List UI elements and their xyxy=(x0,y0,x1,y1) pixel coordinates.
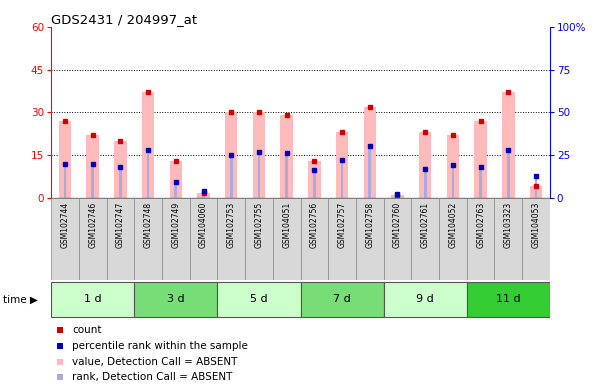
Bar xyxy=(383,282,467,317)
Text: GSM102763: GSM102763 xyxy=(476,202,485,248)
Bar xyxy=(535,175,537,198)
Text: 5 d: 5 d xyxy=(250,294,267,304)
Text: GSM102756: GSM102756 xyxy=(310,202,319,248)
Text: GSM104052: GSM104052 xyxy=(448,202,457,248)
Text: 9 d: 9 d xyxy=(416,294,434,304)
Bar xyxy=(218,282,300,317)
Text: GSM104060: GSM104060 xyxy=(199,202,208,248)
Bar xyxy=(258,152,260,198)
Bar xyxy=(218,198,245,280)
Text: GSM102760: GSM102760 xyxy=(393,202,402,248)
Bar xyxy=(368,146,371,198)
Bar xyxy=(300,282,383,317)
Bar xyxy=(142,93,154,198)
Bar xyxy=(396,194,399,198)
Bar xyxy=(383,198,411,280)
Bar xyxy=(174,182,177,198)
Text: GSM102747: GSM102747 xyxy=(116,202,125,248)
Text: 11 d: 11 d xyxy=(496,294,520,304)
Bar xyxy=(507,150,510,198)
Bar xyxy=(134,282,218,317)
Text: GSM102758: GSM102758 xyxy=(365,202,374,248)
Bar xyxy=(79,198,106,280)
Bar xyxy=(479,167,482,198)
Bar xyxy=(245,198,273,280)
Bar xyxy=(530,186,542,198)
Bar xyxy=(328,198,356,280)
Text: GSM102749: GSM102749 xyxy=(171,202,180,248)
Bar xyxy=(147,150,150,198)
Text: GSM102746: GSM102746 xyxy=(88,202,97,248)
Text: GSM103323: GSM103323 xyxy=(504,202,513,248)
Bar xyxy=(424,169,427,198)
Text: GSM102753: GSM102753 xyxy=(227,202,236,248)
Bar xyxy=(114,141,127,198)
Bar xyxy=(502,93,514,198)
Bar xyxy=(162,198,190,280)
Bar xyxy=(59,121,71,198)
Text: 7 d: 7 d xyxy=(333,294,351,304)
Bar xyxy=(230,155,233,198)
Text: GSM104051: GSM104051 xyxy=(282,202,291,248)
Text: GSM102761: GSM102761 xyxy=(421,202,430,248)
Bar xyxy=(252,112,265,198)
Bar xyxy=(495,198,522,280)
Text: count: count xyxy=(72,326,102,336)
Bar xyxy=(467,198,495,280)
Bar xyxy=(300,198,328,280)
Text: rank, Detection Call = ABSENT: rank, Detection Call = ABSENT xyxy=(72,372,233,382)
Bar xyxy=(91,164,94,198)
Text: percentile rank within the sample: percentile rank within the sample xyxy=(72,341,248,351)
Text: time ▶: time ▶ xyxy=(3,295,38,305)
Text: GSM102757: GSM102757 xyxy=(338,202,347,248)
Bar xyxy=(273,198,300,280)
Bar xyxy=(419,132,432,198)
Bar xyxy=(51,198,79,280)
Bar xyxy=(467,282,550,317)
Bar xyxy=(308,161,320,198)
Bar xyxy=(451,165,454,198)
Bar xyxy=(87,135,99,198)
Bar xyxy=(134,198,162,280)
Text: GSM102755: GSM102755 xyxy=(254,202,263,248)
Bar xyxy=(336,132,349,198)
Bar xyxy=(197,194,210,198)
Bar xyxy=(313,170,316,198)
Text: GSM104053: GSM104053 xyxy=(531,202,540,248)
Bar xyxy=(364,107,376,198)
Bar xyxy=(447,135,459,198)
Bar xyxy=(119,167,122,198)
Bar xyxy=(64,164,66,198)
Text: GSM102748: GSM102748 xyxy=(144,202,153,248)
Bar xyxy=(202,191,205,198)
Text: 1 d: 1 d xyxy=(84,294,102,304)
Bar xyxy=(281,115,293,198)
Bar xyxy=(225,112,237,198)
Bar xyxy=(391,195,404,198)
Bar xyxy=(411,198,439,280)
Text: GSM102744: GSM102744 xyxy=(61,202,70,248)
Bar xyxy=(285,153,288,198)
Bar xyxy=(474,121,487,198)
Bar xyxy=(341,160,343,198)
Bar xyxy=(439,198,467,280)
Bar xyxy=(106,198,134,280)
Text: 3 d: 3 d xyxy=(167,294,185,304)
Bar xyxy=(169,161,182,198)
Text: value, Detection Call = ABSENT: value, Detection Call = ABSENT xyxy=(72,357,237,367)
Bar xyxy=(190,198,218,280)
Bar xyxy=(51,282,134,317)
Bar xyxy=(522,198,550,280)
Bar xyxy=(356,198,383,280)
Text: GDS2431 / 204997_at: GDS2431 / 204997_at xyxy=(51,13,197,26)
